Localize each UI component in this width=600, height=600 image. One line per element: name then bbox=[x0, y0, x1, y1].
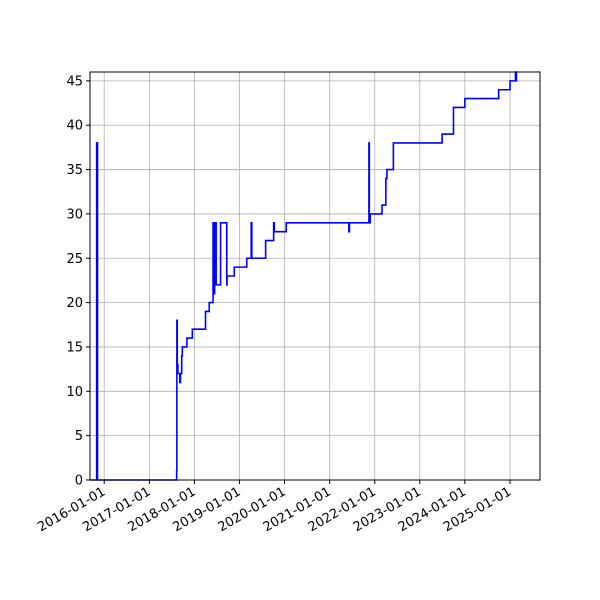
y-tick-label: 25 bbox=[66, 252, 83, 267]
y-axis: 0 5 10 15 20 25 30 35 40 45 bbox=[66, 74, 90, 489]
plot-area-frame bbox=[89, 71, 541, 481]
y-tick-label: 40 bbox=[66, 119, 83, 134]
grid bbox=[90, 72, 540, 481]
y-tick-label: 0 bbox=[75, 474, 83, 489]
y-tick-label: 30 bbox=[66, 207, 83, 222]
y-tick-label: 35 bbox=[66, 163, 83, 178]
y-tick-label: 15 bbox=[66, 340, 83, 355]
series-line bbox=[90, 71, 518, 481]
y-tick-label: 10 bbox=[66, 385, 83, 400]
y-tick-label: 45 bbox=[66, 74, 83, 89]
series-layer bbox=[90, 71, 518, 481]
y-tick-label: 20 bbox=[66, 296, 83, 311]
y-tick-label: 5 bbox=[75, 429, 83, 444]
